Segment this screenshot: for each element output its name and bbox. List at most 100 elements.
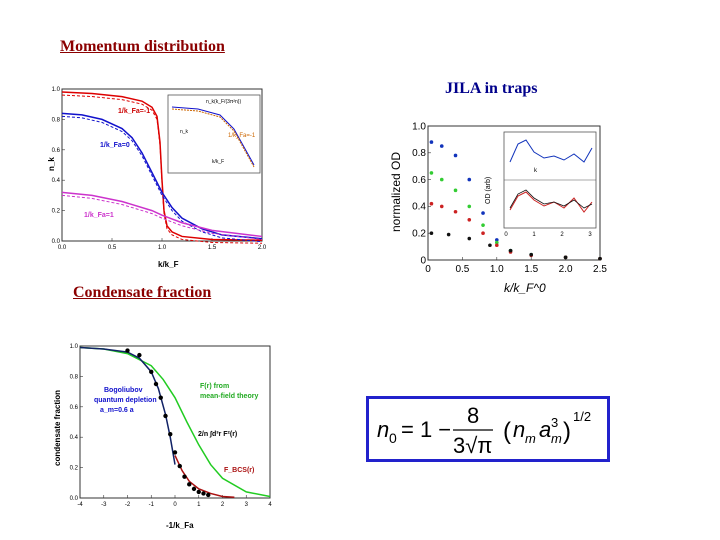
formula-paren-open: ( bbox=[503, 418, 511, 445]
plot1-ytick-0: 0.0 bbox=[52, 239, 61, 245]
plot1-inset-series bbox=[171, 106, 255, 168]
plot2-inset-xlabel: k bbox=[534, 168, 538, 174]
plot3-point-1 bbox=[137, 352, 142, 358]
plot2-series-2-point-4 bbox=[481, 231, 485, 235]
formula-am: a bbox=[539, 417, 551, 442]
plot3-annotation-5: 2/n ∫d³r F²(r) bbox=[198, 431, 237, 438]
plot3-xtick-7: 3 bbox=[245, 502, 249, 508]
plot2-ticks: 0 0.5 1.0 1.5 2.0 2.5 0 0.2 0.4 0.6 0.8 1.0 bbox=[412, 121, 607, 275]
plot3-series-0 bbox=[79, 346, 271, 498]
plot2-series-3-point-2 bbox=[467, 236, 472, 241]
plot2-series-2-point-5 bbox=[495, 243, 499, 248]
condensate-fraction-formula: n 0 = 1 − 8 3√π ( n m a 3 m ) 1/2 bbox=[377, 403, 591, 458]
plot3-point-3 bbox=[153, 381, 159, 387]
formula-box: n 0 = 1 − 8 3√π ( n m a 3 m ) 1/2 bbox=[366, 396, 610, 462]
plot1-series-2 bbox=[61, 191, 263, 238]
plot2-series-1-point-3 bbox=[467, 204, 472, 209]
plot2-series-3-point-0 bbox=[429, 231, 434, 235]
plot1-inset-label-3: k/k_F bbox=[212, 159, 224, 165]
plot2-series-2-point-2 bbox=[453, 209, 458, 214]
plot2-series-3-point-1 bbox=[446, 232, 451, 237]
momentum-distribution-heading: Momentum distribution bbox=[60, 38, 225, 55]
plot2-ytick-2: 0.4 bbox=[412, 202, 426, 213]
plot1-ytick-5: 1.0 bbox=[52, 87, 61, 93]
plot3-annotation-2: a_m=0.6 a bbox=[100, 407, 134, 414]
plot1-series-0-dashed bbox=[61, 94, 263, 244]
jila-heading: JILA in traps bbox=[445, 80, 538, 97]
plot3-annotation-3: F(r) from bbox=[200, 383, 229, 390]
plot2-inset-ylabel: OD (arb) bbox=[485, 177, 492, 204]
plot2-xtick-1: 0.5 bbox=[455, 264, 469, 275]
formula-den: 3√π bbox=[453, 433, 493, 458]
plot3-points bbox=[125, 348, 211, 498]
plot1-ytick-4: 0.8 bbox=[52, 117, 61, 123]
plot2-series-3-point-5 bbox=[529, 252, 533, 257]
plot3-point-13 bbox=[201, 491, 206, 496]
plot3-annotation-1: quantum depletion bbox=[94, 397, 157, 404]
plot2-series-1-point-4 bbox=[481, 223, 485, 227]
plot2-xtick-5: 2.5 bbox=[593, 264, 607, 275]
plot2-series-3-point-3 bbox=[488, 243, 492, 248]
plot3-point-4 bbox=[158, 395, 163, 400]
plot3-point-7 bbox=[172, 450, 178, 455]
plot3-point-8 bbox=[177, 463, 182, 469]
plot2-ytick-0: 0 bbox=[420, 255, 426, 266]
plot2-series-0-point-4 bbox=[481, 211, 485, 215]
plot3-ytick-2: 0.4 bbox=[70, 435, 79, 441]
plot1-series-2-dashed bbox=[61, 194, 263, 240]
formula-num: 8 bbox=[467, 403, 479, 428]
plot3-xtick-2: -2 bbox=[125, 502, 131, 508]
plot1-series-0 bbox=[61, 91, 263, 241]
plot2-series-0-point-5 bbox=[495, 238, 499, 242]
plot1-ticks: 0.0 0.5 1.0 1.5 2.0 0.0 0.2 0.4 0.6 0.8 1.0 bbox=[52, 87, 267, 251]
plot2-series-0-point-1 bbox=[439, 144, 444, 148]
plot3-point-10 bbox=[187, 482, 192, 487]
plot1-annotation-0: 1/k_Fa=-1 bbox=[118, 108, 150, 115]
plot1-xtick-3: 1.5 bbox=[208, 245, 217, 251]
plot2-ytick-1: 0.2 bbox=[412, 229, 426, 240]
condensate-fraction-plot: -4 -3 -2 -1 0 1 2 3 4 0.0 0.2 0.4 0.6 0.8 1.0 Bogoliub… bbox=[53, 344, 273, 530]
plot1-ytick-2: 0.4 bbox=[52, 178, 61, 184]
plot2-inset-black bbox=[509, 189, 593, 209]
plot2-xtick-4: 2.0 bbox=[559, 264, 573, 275]
plot1-xtick-0: 0.0 bbox=[58, 245, 67, 251]
plot1-series bbox=[61, 91, 263, 244]
plot2-inset-red bbox=[509, 191, 593, 213]
plot2-series-3-point-6 bbox=[563, 255, 568, 260]
formula-exp: 1/2 bbox=[573, 409, 591, 424]
plot3-annotation-4: mean-field theory bbox=[200, 393, 258, 400]
plot3-xlabel: -1/k_Fa bbox=[166, 521, 194, 530]
plot3-xtick-8: 4 bbox=[268, 502, 272, 508]
plot3-xtick-1: -3 bbox=[101, 502, 107, 508]
plot1-xtick-1: 0.5 bbox=[108, 245, 117, 251]
plot3-ticks: -4 -3 -2 -1 0 1 2 3 4 0.0 0.2 0.4 0.6 0.8 1.0 bbox=[70, 344, 273, 508]
plot2-series-1-point-1 bbox=[439, 177, 444, 182]
plot3-xtick-5: 1 bbox=[197, 502, 201, 508]
plot2-ylabel: normalized OD bbox=[389, 152, 403, 232]
plot2-xtick-2: 1.0 bbox=[490, 264, 504, 275]
plot3-point-5 bbox=[163, 413, 168, 419]
formula-nm: n bbox=[513, 417, 525, 442]
plot3-point-11 bbox=[191, 486, 197, 492]
plot2-xlabel: k/k_F^0 bbox=[504, 281, 546, 295]
plot2-xtick-0: 0 bbox=[425, 264, 431, 275]
plot2-inset-xtick-2: 2 bbox=[560, 232, 564, 238]
plot2-series bbox=[429, 140, 602, 261]
plot1-ytick-1: 0.2 bbox=[52, 209, 61, 215]
plot2-inset-blue bbox=[509, 139, 593, 163]
plot2-series-1-point-2 bbox=[453, 188, 458, 193]
formula-nm-sub: m bbox=[525, 431, 536, 446]
formula-eq: = 1 − bbox=[401, 417, 451, 442]
plot1-inset-blue bbox=[171, 106, 255, 166]
plot3-ytick-3: 0.6 bbox=[70, 405, 79, 411]
jila-plot: 0 0.5 1.0 1.5 2.0 2.5 0 0.2 0.4 0.6 0.8 1.0 OD (arb… bbox=[389, 121, 607, 295]
plot3-point-9 bbox=[182, 474, 187, 479]
plot1-annotation-2: 1/k_Fa=1 bbox=[84, 212, 114, 219]
formula-paren-close: ) bbox=[563, 418, 571, 445]
plot3-point-12 bbox=[196, 489, 201, 495]
plot2-xtick-3: 1.5 bbox=[524, 264, 538, 275]
plot3-xtick-4: 0 bbox=[173, 502, 177, 508]
plot2-series-3-point-4 bbox=[508, 248, 513, 253]
plot1-xlabel: k/k_F bbox=[158, 260, 179, 269]
plot2-inset-xtick-0: 0 bbox=[504, 232, 508, 238]
